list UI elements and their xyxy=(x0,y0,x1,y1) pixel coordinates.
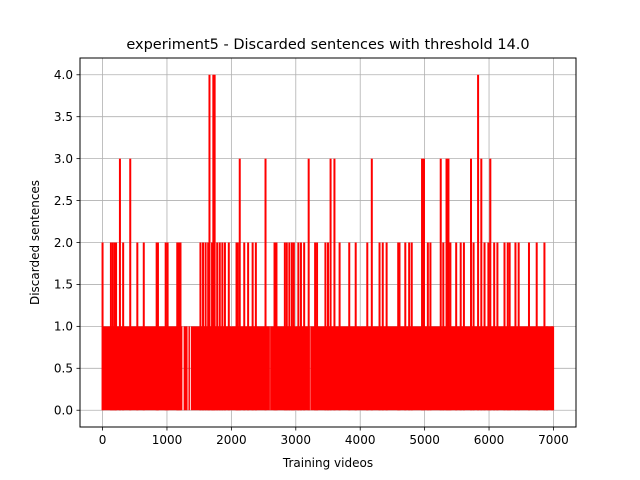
y-tick-label: 3.0 xyxy=(54,152,73,166)
y-tick-label: 3.5 xyxy=(54,110,73,124)
y-tick-label: 2.0 xyxy=(54,236,73,250)
x-axis-label: Training videos xyxy=(282,456,373,470)
x-tick-label: 1000 xyxy=(152,433,183,447)
x-tick-label: 4000 xyxy=(345,433,376,447)
y-tick-label: 1.0 xyxy=(54,320,73,334)
chart-title: experiment5 - Discarded sentences with t… xyxy=(126,37,529,53)
y-tick-label: 0.0 xyxy=(54,404,73,418)
x-tick-label: 0 xyxy=(99,433,107,447)
y-tick-label: 2.5 xyxy=(54,194,73,208)
y-tick-label: 4.0 xyxy=(54,68,73,82)
x-tick-label: 5000 xyxy=(409,433,440,447)
axis-ticks: 0 1000 2000 3000 4000 5000 6000 7000 0.0 0.5 1.0 1.… xyxy=(54,68,569,447)
baseline-band-segment xyxy=(310,326,555,411)
x-tick-label: 6000 xyxy=(474,433,505,447)
x-tick-label: 7000 xyxy=(538,433,569,447)
y-tick-label: 1.5 xyxy=(54,278,73,292)
baseline-band-segment xyxy=(186,326,188,411)
data-series xyxy=(101,74,555,411)
y-tick-label: 0.5 xyxy=(54,362,73,376)
x-tick-label: 3000 xyxy=(281,433,312,447)
x-tick-label: 2000 xyxy=(216,433,247,447)
y-axis-label: Discarded sentences xyxy=(28,180,42,305)
